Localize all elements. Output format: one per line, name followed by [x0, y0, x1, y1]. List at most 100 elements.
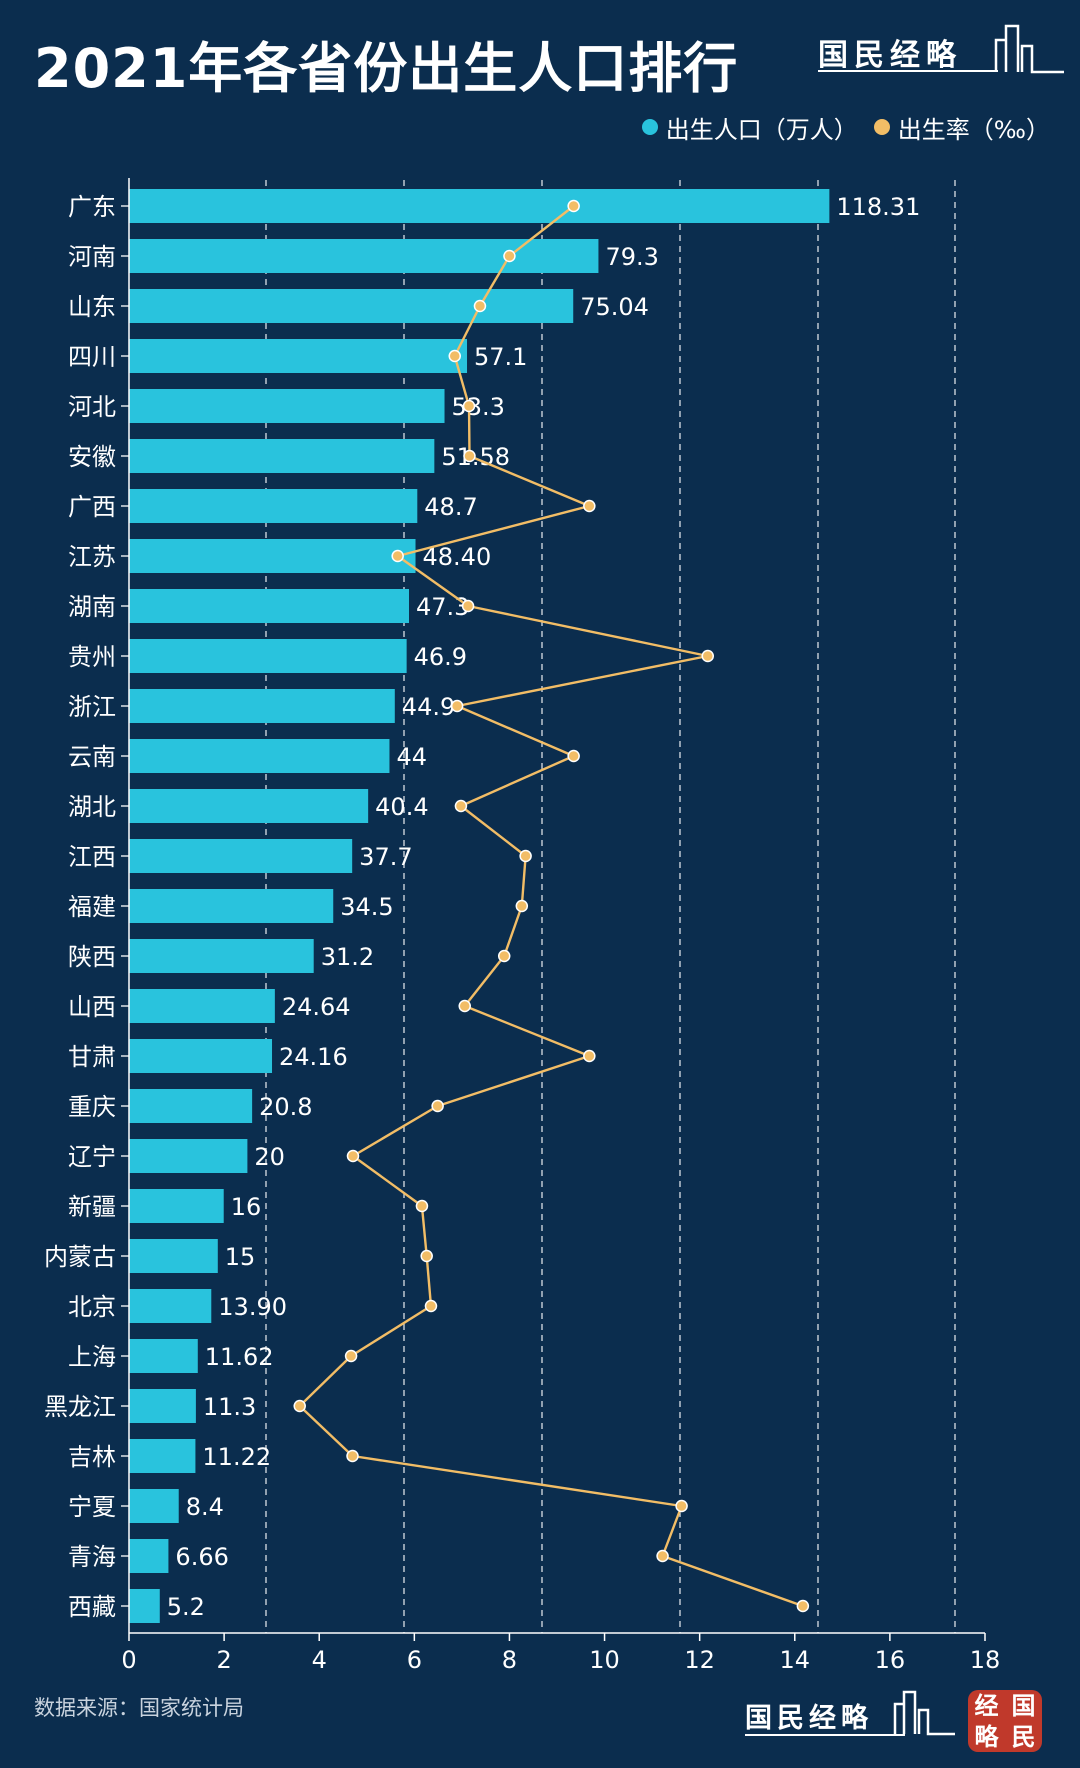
birthrate-point — [675, 1499, 688, 1513]
bar — [129, 239, 599, 273]
category-label: 青海 — [68, 1543, 116, 1571]
bar-value-label: 53.3 — [452, 393, 505, 421]
birthrate-point — [515, 899, 529, 913]
bar-value-label: 6.66 — [175, 1543, 228, 1571]
bar-value-label: 79.3 — [605, 243, 658, 271]
birthrate-point — [450, 699, 464, 713]
bar-value-label: 37.7 — [359, 843, 412, 871]
bar-value-label: 13.90 — [218, 1293, 287, 1321]
birthrate-point — [497, 949, 511, 963]
birthrate-point — [461, 599, 475, 613]
birthrate-point — [420, 1249, 433, 1263]
bar — [129, 189, 830, 223]
brand-logo-top: 国民经略 — [818, 24, 1068, 84]
category-label: 福建 — [68, 893, 116, 921]
birthrate-point — [463, 449, 476, 463]
bar — [129, 839, 353, 873]
seal-char: 经 — [974, 1691, 999, 1720]
birthrate-point — [567, 199, 580, 213]
x-tick-label: 12 — [684, 1646, 715, 1674]
category-label: 四川 — [68, 343, 116, 371]
category-label: 山西 — [68, 993, 116, 1021]
bar — [129, 1339, 198, 1373]
category-label: 广东 — [68, 193, 116, 221]
chart-legend: 出生人口（万人） 出生率（‰） — [641, 110, 1050, 145]
legend-label-births: 出生人口（万人） — [665, 115, 858, 144]
category-label: 湖北 — [68, 793, 116, 821]
x-tick-label: 18 — [970, 1646, 1001, 1674]
category-label: 北京 — [68, 1293, 116, 1321]
bar — [129, 739, 390, 773]
category-label: 浙江 — [68, 693, 116, 721]
category-label: 宁夏 — [68, 1493, 116, 1521]
bar — [129, 1489, 179, 1523]
bar-value-label: 20 — [254, 1143, 285, 1171]
bar — [129, 889, 334, 923]
bar-value-label: 11.22 — [202, 1443, 271, 1471]
birthrate-point — [462, 399, 476, 413]
birthrate-point — [448, 349, 462, 363]
bar-value-label: 40.4 — [375, 793, 428, 821]
category-label: 山东 — [68, 293, 116, 321]
bar-value-label: 8.4 — [186, 1493, 224, 1521]
legend-item-births: 出生人口（万人） — [641, 110, 858, 145]
bar — [129, 1189, 224, 1223]
category-label: 上海 — [68, 1343, 116, 1371]
seal-char: 民 — [1011, 1722, 1036, 1751]
skyline-icon — [994, 24, 1064, 74]
category-label: 吉林 — [68, 1443, 116, 1471]
brand-seal: 经 国 略 民 — [968, 1690, 1042, 1752]
category-label: 贵州 — [68, 643, 116, 671]
x-tick-label: 8 — [502, 1646, 517, 1674]
bar — [129, 539, 416, 573]
bar — [129, 1289, 212, 1323]
brand-underline-bottom — [745, 1734, 905, 1736]
bar-value-label: 24.16 — [279, 1043, 348, 1071]
bar-value-label: 44 — [396, 743, 427, 771]
bar-value-label: 20.8 — [259, 1093, 312, 1121]
bar — [129, 1539, 169, 1573]
category-label: 陕西 — [68, 943, 116, 971]
bar — [129, 789, 369, 823]
bar-value-label: 16 — [231, 1193, 262, 1221]
x-tick-label: 0 — [121, 1646, 136, 1674]
birthrate-point — [473, 299, 487, 313]
seal-char: 略 — [974, 1722, 999, 1751]
legend-swatch-birthrate — [873, 119, 890, 135]
bar-value-label: 31.2 — [321, 943, 374, 971]
bar — [129, 289, 574, 323]
seal-char: 国 — [1011, 1691, 1036, 1720]
bar-value-label: 51.58 — [441, 443, 510, 471]
x-tick-label: 10 — [589, 1646, 620, 1674]
birthrate-point — [656, 1549, 669, 1563]
category-label: 重庆 — [68, 1093, 116, 1121]
category-label: 新疆 — [68, 1193, 116, 1221]
bar — [129, 489, 418, 523]
category-label: 内蒙古 — [44, 1243, 116, 1271]
chart-canvas: 118.31 广东 79.3 河南 75.04 山东 57.1 四川 53.3 河北 51.58 安徽… — [44, 178, 1001, 1674]
category-label: 云南 — [68, 743, 116, 771]
category-label: 河南 — [68, 243, 116, 271]
category-label: 江苏 — [68, 543, 116, 571]
bar — [129, 639, 407, 673]
category-label: 甘肃 — [68, 1043, 116, 1071]
legend-item-birthrate: 出生率（‰） — [873, 110, 1050, 145]
birthrate-point — [458, 999, 471, 1013]
bar-value-label: 24.64 — [282, 993, 351, 1021]
bar — [129, 1089, 253, 1123]
birthrate-point — [415, 1199, 429, 1213]
bar — [129, 389, 445, 423]
birthrate-point — [454, 799, 468, 813]
bar-value-label: 48.7 — [424, 493, 477, 521]
x-tick-label: 4 — [312, 1646, 327, 1674]
birthrate-point — [583, 499, 596, 513]
x-tick-label: 6 — [407, 1646, 422, 1674]
bar-value-label: 5.2 — [167, 1593, 205, 1621]
bar — [129, 689, 395, 723]
bar — [129, 1389, 196, 1423]
category-label: 湖南 — [68, 593, 116, 621]
bar — [129, 1589, 160, 1623]
bar — [129, 989, 275, 1023]
birthrate-point — [424, 1299, 438, 1313]
birthrate-point — [567, 749, 580, 763]
